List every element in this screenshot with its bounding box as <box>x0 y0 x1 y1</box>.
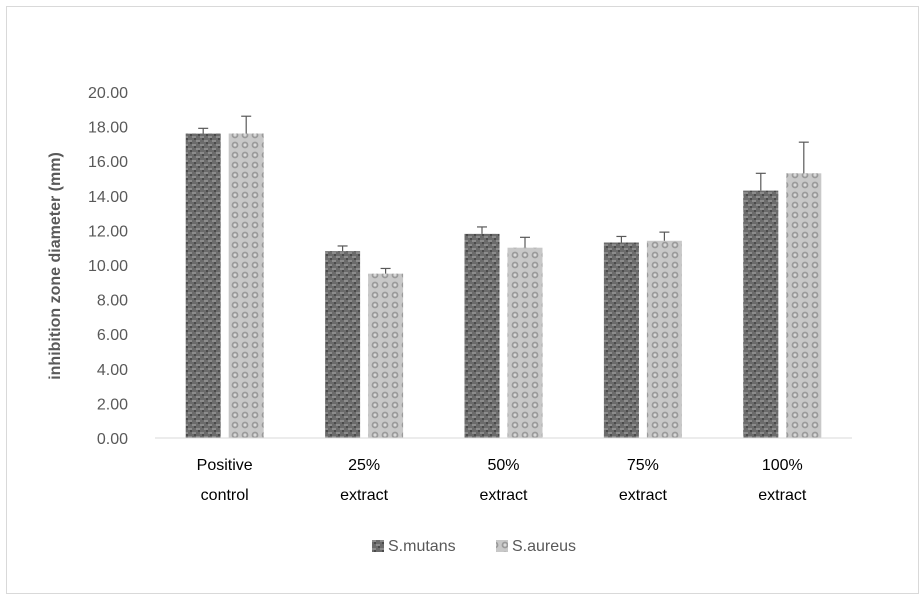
y-tick-label: 20.00 <box>88 85 128 102</box>
x-category-label: control <box>201 487 249 504</box>
y-axis-label: inhibition zone diameter (mm) <box>47 152 64 380</box>
x-category-label: extract <box>479 487 528 504</box>
legend-swatch <box>372 540 384 552</box>
legend-swatch <box>496 540 508 552</box>
legend-label: S.mutans <box>388 538 456 555</box>
bar-s-mutans <box>604 243 639 438</box>
x-category-label: extract <box>340 487 389 504</box>
y-tick-label: 8.00 <box>97 293 128 310</box>
x-category-label: 25% <box>348 457 380 474</box>
y-tick-label: 2.00 <box>97 396 128 413</box>
y-tick-label: 12.00 <box>88 223 128 240</box>
x-category-label: 50% <box>487 457 519 474</box>
bar-s-aureus <box>647 241 682 438</box>
bar-s-mutans <box>325 251 360 438</box>
bar-s-mutans <box>465 234 500 438</box>
x-category-label: extract <box>758 487 807 504</box>
y-tick-label: 6.00 <box>97 327 128 344</box>
y-tick-label: 14.00 <box>88 189 128 206</box>
bar-s-aureus <box>229 134 264 438</box>
bar-s-aureus <box>508 248 543 438</box>
y-tick-label: 18.00 <box>88 120 128 137</box>
bar-s-aureus <box>786 173 821 438</box>
x-category-label: Positive <box>197 457 253 474</box>
legend-label: S.aureus <box>512 538 576 555</box>
x-category-label: 75% <box>627 457 659 474</box>
bar-s-mutans <box>743 191 778 438</box>
y-tick-label: 10.00 <box>88 258 128 275</box>
x-category-label: extract <box>619 487 668 504</box>
y-tick-label: 0.00 <box>97 431 128 448</box>
x-category-label: 100% <box>762 457 803 474</box>
y-tick-label: 16.00 <box>88 154 128 171</box>
bar-s-mutans <box>186 134 221 438</box>
y-tick-label: 4.00 <box>97 362 128 379</box>
bar-s-aureus <box>368 274 403 438</box>
